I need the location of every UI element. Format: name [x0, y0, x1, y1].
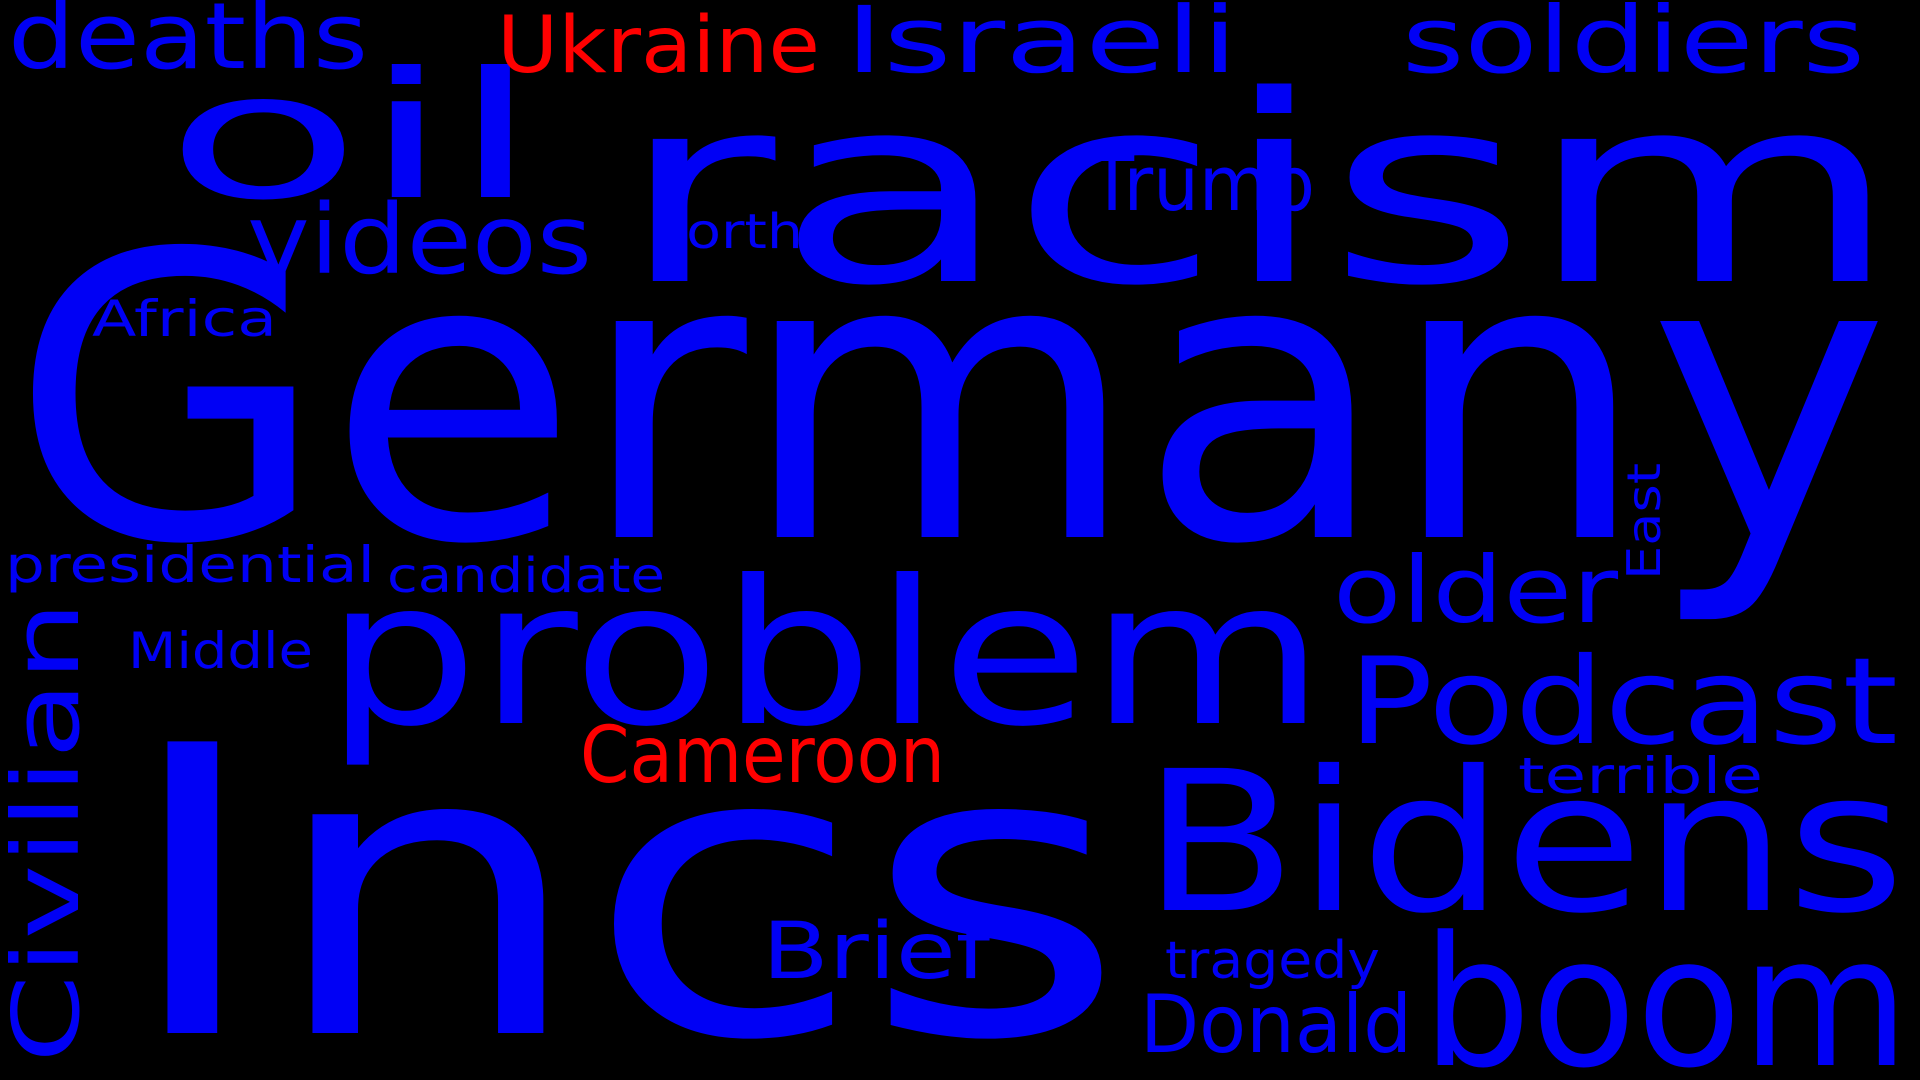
word-ukraine: Ukraine: [497, 1, 820, 91]
word-civilian: Civilian: [0, 601, 100, 1063]
word-presidential: presidential: [5, 536, 375, 594]
word-brief: Brief: [762, 907, 992, 997]
word-middle: Middle: [128, 622, 313, 680]
word-israeli: Israeli: [845, 0, 1238, 94]
word-bidens: Bidens: [1142, 729, 1905, 956]
word-videos: videos: [247, 184, 592, 296]
word-deaths: deaths: [8, 0, 368, 90]
word-older: older: [1333, 537, 1618, 644]
word-north: north: [650, 204, 803, 260]
word-incs: Incs: [118, 663, 1126, 1080]
word-problem: problem: [325, 538, 1325, 771]
word-podcast: Podcast: [1348, 633, 1898, 772]
word-racism: racism: [618, 41, 1900, 343]
word-africa: Africa: [92, 290, 277, 348]
word-germany: Germany: [10, 171, 1890, 631]
word-terrible: terrible: [1518, 747, 1763, 805]
word-oil: oil: [165, 36, 540, 239]
word-soldiers: soldiers: [1402, 0, 1865, 94]
word-donald: Donald: [1140, 978, 1412, 1071]
word-candidate: candidate: [387, 548, 665, 604]
word-boom: boom: [1422, 899, 1909, 1080]
word-tragedy: tragedy: [1165, 931, 1380, 991]
word-east: East: [1617, 463, 1671, 580]
word-trump: Trump: [1089, 139, 1315, 228]
word-cameroon: Cameroon: [580, 711, 945, 801]
